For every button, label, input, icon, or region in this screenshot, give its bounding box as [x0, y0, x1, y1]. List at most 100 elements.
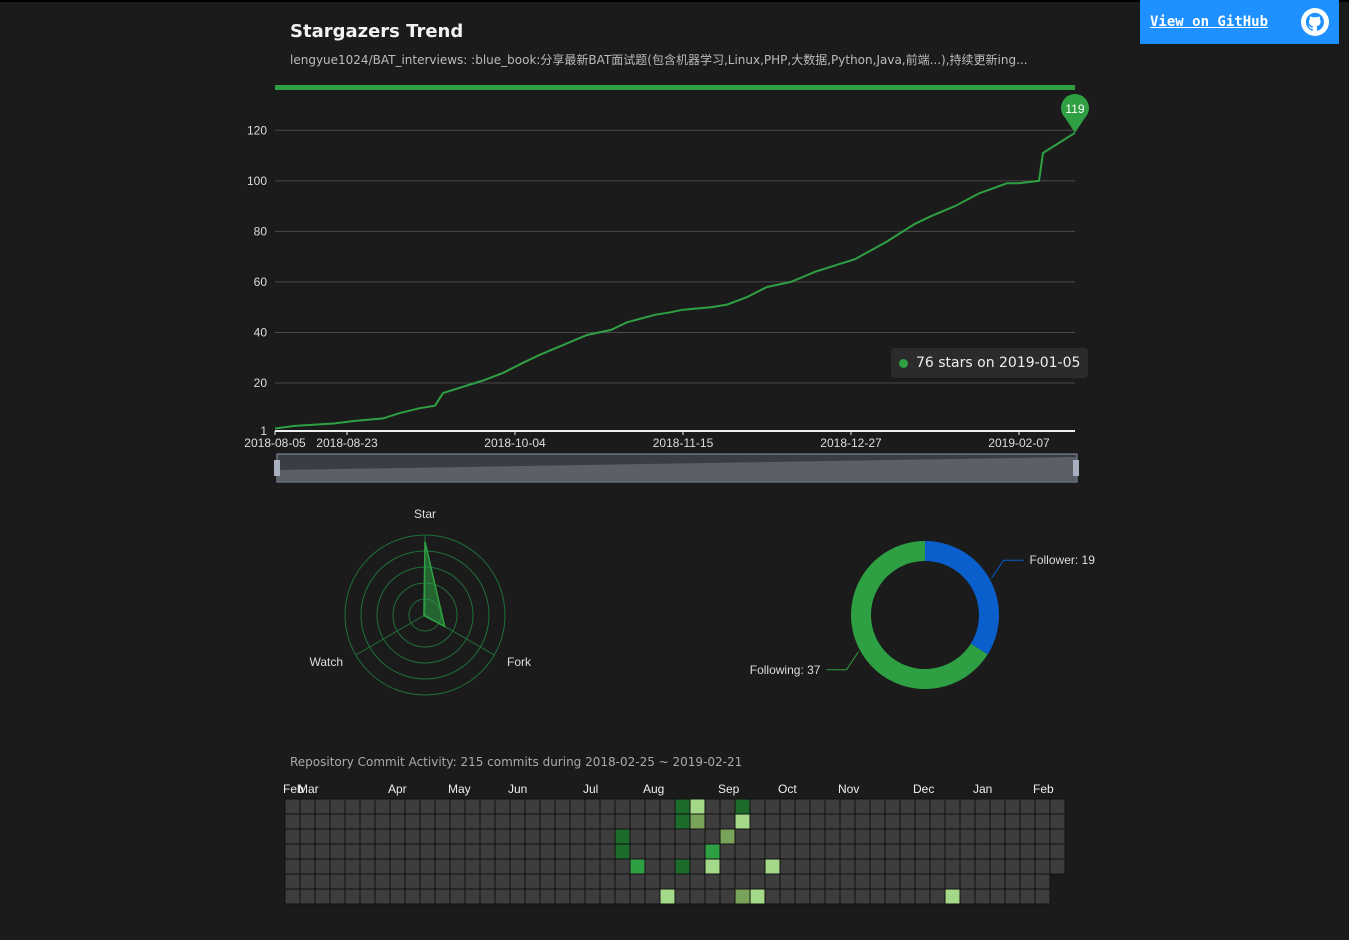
commit-cell[interactable]	[314, 873, 331, 890]
commit-cell[interactable]	[794, 858, 811, 875]
commit-cell[interactable]	[944, 873, 961, 890]
commit-cell[interactable]	[674, 828, 691, 845]
commit-cell[interactable]	[1019, 843, 1036, 860]
commit-cell[interactable]	[344, 798, 361, 815]
commit-cell[interactable]	[974, 888, 991, 905]
commit-cell[interactable]	[329, 843, 346, 860]
commit-cell[interactable]	[374, 858, 391, 875]
commit-cell[interactable]	[779, 813, 796, 830]
commit-cell[interactable]	[389, 858, 406, 875]
commit-cell[interactable]	[509, 843, 526, 860]
commit-cell[interactable]	[524, 798, 541, 815]
commit-cell[interactable]	[884, 888, 901, 905]
commit-cell[interactable]	[1049, 858, 1066, 875]
commit-cell[interactable]	[884, 843, 901, 860]
commit-cell[interactable]	[869, 873, 886, 890]
commit-cell[interactable]	[734, 813, 751, 830]
commit-cell[interactable]	[719, 888, 736, 905]
commit-cell[interactable]	[509, 858, 526, 875]
zoom-handle-left[interactable]	[274, 460, 280, 476]
commit-cell[interactable]	[1004, 888, 1021, 905]
commit-cell[interactable]	[959, 798, 976, 815]
commit-cell[interactable]	[1034, 798, 1051, 815]
commit-cell[interactable]	[434, 843, 451, 860]
commit-cell[interactable]	[854, 843, 871, 860]
commit-cell[interactable]	[704, 798, 721, 815]
commit-cell[interactable]	[539, 858, 556, 875]
commit-cell[interactable]	[659, 873, 676, 890]
commit-cell[interactable]	[974, 798, 991, 815]
commit-cell[interactable]	[974, 843, 991, 860]
commit-cell[interactable]	[569, 843, 586, 860]
commit-cell[interactable]	[854, 858, 871, 875]
commit-cell[interactable]	[839, 798, 856, 815]
commit-cell[interactable]	[389, 828, 406, 845]
commit-cell[interactable]	[1019, 858, 1036, 875]
commit-cell[interactable]	[764, 813, 781, 830]
commit-cell[interactable]	[674, 888, 691, 905]
commit-cell[interactable]	[644, 813, 661, 830]
commit-cell[interactable]	[1049, 828, 1066, 845]
commit-cell[interactable]	[899, 888, 916, 905]
commit-cell[interactable]	[614, 828, 631, 845]
commit-cell[interactable]	[929, 828, 946, 845]
commit-cell[interactable]	[464, 843, 481, 860]
commit-cell[interactable]	[599, 813, 616, 830]
commit-cell[interactable]	[314, 858, 331, 875]
commit-cell[interactable]	[704, 873, 721, 890]
commit-cell[interactable]	[944, 858, 961, 875]
commit-cell[interactable]	[899, 828, 916, 845]
commit-cell[interactable]	[524, 873, 541, 890]
commit-cell[interactable]	[809, 873, 826, 890]
commit-cell[interactable]	[944, 888, 961, 905]
commit-cell[interactable]	[524, 843, 541, 860]
commit-cell[interactable]	[479, 873, 496, 890]
commit-cell[interactable]	[689, 888, 706, 905]
commit-cell[interactable]	[299, 798, 316, 815]
commit-cell[interactable]	[314, 828, 331, 845]
commit-cell[interactable]	[434, 798, 451, 815]
commit-cell[interactable]	[989, 858, 1006, 875]
commit-cell[interactable]	[509, 828, 526, 845]
commit-cell[interactable]	[1004, 828, 1021, 845]
commit-cell[interactable]	[599, 858, 616, 875]
commit-cell[interactable]	[809, 798, 826, 815]
commit-cell[interactable]	[404, 873, 421, 890]
commit-cell[interactable]	[644, 828, 661, 845]
commit-cell[interactable]	[689, 798, 706, 815]
commit-cell[interactable]	[419, 888, 436, 905]
commit-cell[interactable]	[494, 888, 511, 905]
commit-cell[interactable]	[449, 828, 466, 845]
commit-cell[interactable]	[419, 858, 436, 875]
commit-cell[interactable]	[689, 828, 706, 845]
commit-cell[interactable]	[284, 828, 301, 845]
commit-cell[interactable]	[959, 873, 976, 890]
commit-cell[interactable]	[284, 813, 301, 830]
commit-cell[interactable]	[299, 858, 316, 875]
commit-cell[interactable]	[554, 813, 571, 830]
commit-cell[interactable]	[989, 843, 1006, 860]
commit-cell[interactable]	[374, 888, 391, 905]
commit-cell[interactable]	[869, 858, 886, 875]
commit-cell[interactable]	[554, 843, 571, 860]
commit-cell[interactable]	[779, 798, 796, 815]
commit-cell[interactable]	[344, 828, 361, 845]
commit-cell[interactable]	[794, 828, 811, 845]
commit-cell[interactable]	[464, 798, 481, 815]
commit-cell[interactable]	[1019, 873, 1036, 890]
commit-cell[interactable]	[764, 858, 781, 875]
commit-cell[interactable]	[389, 873, 406, 890]
commit-cell[interactable]	[629, 873, 646, 890]
commit-cell[interactable]	[449, 813, 466, 830]
commit-cell[interactable]	[389, 843, 406, 860]
commit-cell[interactable]	[449, 843, 466, 860]
commit-cell[interactable]	[584, 888, 601, 905]
commit-cell[interactable]	[449, 888, 466, 905]
commit-cell[interactable]	[359, 828, 376, 845]
commit-cell[interactable]	[839, 828, 856, 845]
commit-cell[interactable]	[899, 843, 916, 860]
commit-cell[interactable]	[839, 843, 856, 860]
commit-cell[interactable]	[479, 828, 496, 845]
commit-cell[interactable]	[764, 843, 781, 860]
commit-cell[interactable]	[704, 828, 721, 845]
